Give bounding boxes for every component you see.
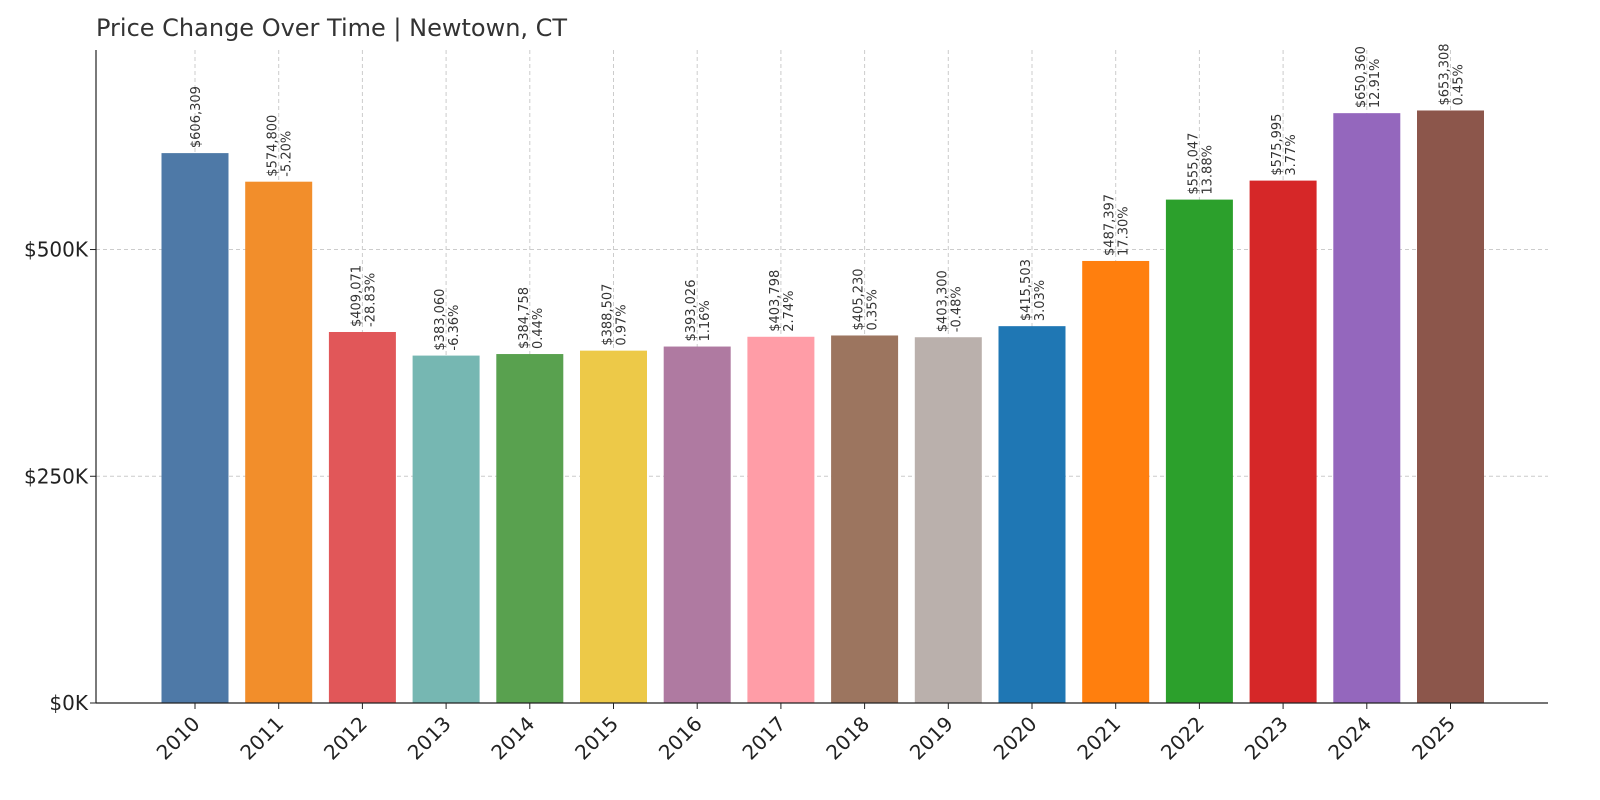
bar-2020 <box>998 326 1066 703</box>
value-label: $384,758 <box>517 287 532 349</box>
value-label: $487,397 <box>1103 194 1118 256</box>
bar-2019 <box>914 337 982 703</box>
x-tick-label: 2012 <box>319 712 372 765</box>
bar-2014 <box>496 354 564 703</box>
value-label: $574,800 <box>266 115 281 177</box>
change-label: -6.36% <box>447 305 462 351</box>
chart-title: Price Change Over Time | Newtown, CT <box>96 14 568 42</box>
change-label: 1.16% <box>698 300 713 341</box>
x-tick-label: 2013 <box>403 712 456 765</box>
y-tick-label: $250K <box>24 464 89 488</box>
value-label: $403,798 <box>768 270 783 332</box>
x-tick-label: 2020 <box>989 712 1042 765</box>
value-label: $653,308 <box>1438 43 1453 105</box>
bar-2012 <box>328 331 396 703</box>
change-label: 0.44% <box>531 308 546 349</box>
bar-2025 <box>1417 110 1484 703</box>
value-label: $403,300 <box>935 270 950 332</box>
x-tick-label: 2016 <box>654 712 707 765</box>
bar-2015 <box>580 350 647 703</box>
x-tick-label: 2014 <box>486 712 539 765</box>
bar-2018 <box>831 335 899 703</box>
change-label: 12.91% <box>1368 59 1383 109</box>
x-tick-label: 2023 <box>1240 712 1293 765</box>
change-label: 0.97% <box>615 304 630 345</box>
change-label: 17.30% <box>1117 206 1132 256</box>
value-label: $575,995 <box>1270 114 1285 176</box>
value-label: $650,360 <box>1354 46 1369 108</box>
value-label: $383,060 <box>433 289 448 351</box>
bar-2010 <box>161 153 229 703</box>
value-label: $393,026 <box>684 280 699 342</box>
change-label: 3.77% <box>1284 134 1299 175</box>
value-label: $409,071 <box>349 265 364 327</box>
x-tick-label: 2021 <box>1072 712 1125 765</box>
bar-2024 <box>1333 113 1401 704</box>
change-label: 0.35% <box>866 289 881 330</box>
change-label: 3.03% <box>1033 280 1048 321</box>
bar-2022 <box>1165 199 1233 703</box>
x-tick-label: 2025 <box>1407 712 1460 765</box>
x-tick-label: 2024 <box>1323 712 1376 765</box>
y-tick-label: $500K <box>24 238 89 262</box>
change-label: -5.20% <box>280 131 295 177</box>
x-tick-label: 2018 <box>821 712 874 765</box>
x-tick-label: 2019 <box>905 712 958 765</box>
x-tick-label: 2011 <box>235 712 288 765</box>
value-label: $555,047 <box>1186 133 1201 195</box>
change-label: -28.83% <box>363 273 378 327</box>
x-tick-label: 2017 <box>737 712 790 765</box>
value-label: $388,507 <box>601 284 616 346</box>
change-label: -0.48% <box>949 286 964 332</box>
bar-2016 <box>663 346 731 703</box>
value-label: $606,309 <box>189 86 204 148</box>
y-tick-label: $0K <box>49 691 88 715</box>
x-tick-label: 2015 <box>570 712 623 765</box>
value-label: $405,230 <box>852 268 867 330</box>
bar-2017 <box>747 336 815 703</box>
bar-2023 <box>1249 180 1317 703</box>
bar-2011 <box>245 181 313 703</box>
bar-2021 <box>1082 260 1150 703</box>
x-tick-label: 2022 <box>1156 712 1209 765</box>
change-label: 13.88% <box>1200 145 1215 195</box>
bar-2013 <box>412 355 480 703</box>
value-label: $415,503 <box>1019 259 1034 321</box>
change-label: 2.74% <box>782 290 797 331</box>
x-tick-label: 2010 <box>152 712 205 765</box>
change-label: 0.45% <box>1452 64 1467 105</box>
